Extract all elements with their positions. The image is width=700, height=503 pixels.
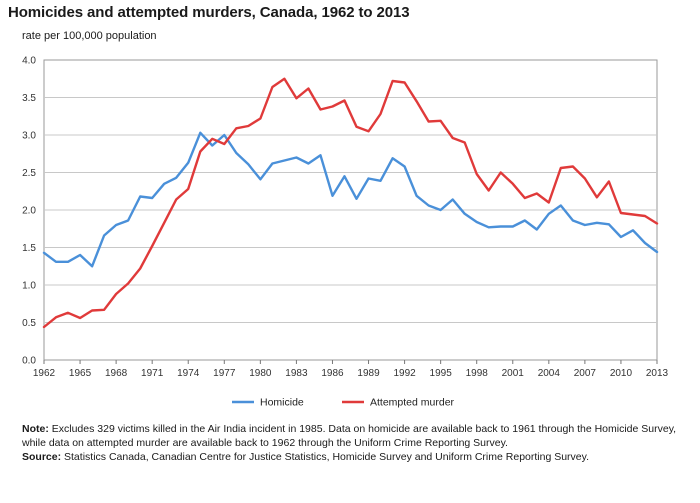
legend-label: Attempted murder	[370, 397, 455, 409]
note-label: Note:	[22, 423, 49, 435]
x-tick-label: 1989	[357, 368, 380, 379]
x-tick-label: 2007	[574, 368, 597, 379]
x-tick-label: 1962	[33, 368, 56, 379]
y-tick-label: 2.5	[22, 168, 36, 179]
source-label: Source:	[22, 451, 62, 463]
y-tick-label: 1.0	[22, 281, 36, 292]
x-tick-label: 1974	[177, 368, 200, 379]
series-layer	[42, 77, 659, 329]
y-tick-label: 3.5	[22, 93, 36, 104]
y-tick-label: 0.5	[22, 318, 36, 329]
x-tick-label: 1965	[69, 368, 92, 379]
x-tick-label: 1983	[285, 368, 308, 379]
x-tick-label: 2010	[610, 368, 633, 379]
note-text: Excludes 329 victims killed in the Air I…	[22, 423, 677, 449]
axis-layer: 0.0 0.5 1.0 1.5 2.0 2.5 3.0 3.5 4.0 1962 1965 1968 1…	[22, 56, 668, 380]
note-paragraph: Note: Excludes 329 victims killed in the…	[22, 422, 682, 450]
legend: Homicide Attempted murder	[232, 397, 455, 409]
line-chart: 0.0 0.5 1.0 1.5 2.0 2.5 3.0 3.5 4.0 1962 1965 1968 1…	[22, 56, 668, 409]
x-tick-label: 1977	[213, 368, 236, 379]
source-text: Statistics Canada, Canadian Centre for J…	[61, 451, 590, 463]
y-tick-label: 1.5	[22, 243, 36, 254]
x-tick-label: 1971	[141, 368, 164, 379]
y-tick-label: 2.0	[22, 206, 36, 217]
series-line-homicide	[42, 131, 659, 268]
x-tick-label: 1995	[430, 368, 453, 379]
y-tick-label: 4.0	[22, 56, 36, 67]
source-paragraph: Source: Statistics Canada, Canadian Cent…	[22, 450, 682, 464]
y-tick-label: 3.0	[22, 131, 36, 142]
chart-title: Homicides and attempted murders, Canada,…	[8, 4, 410, 21]
x-tick-label: 1986	[321, 368, 344, 379]
chart-notes: Note: Excludes 329 victims killed in the…	[22, 422, 682, 464]
legend-label: Homicide	[260, 397, 304, 409]
x-tick-label: 1980	[249, 368, 272, 379]
series-line-attempted-murder	[42, 77, 659, 329]
y-tick-label: 0.0	[22, 356, 36, 367]
x-tick-label: 1968	[105, 368, 128, 379]
x-tick-label: 1998	[466, 368, 489, 379]
x-tick-label: 2001	[502, 368, 525, 379]
y-axis-unit-label: rate per 100,000 population	[22, 30, 157, 42]
x-tick-label: 2013	[646, 368, 669, 379]
x-tick-label: 1992	[393, 368, 416, 379]
x-tick-label: 2004	[538, 368, 561, 379]
